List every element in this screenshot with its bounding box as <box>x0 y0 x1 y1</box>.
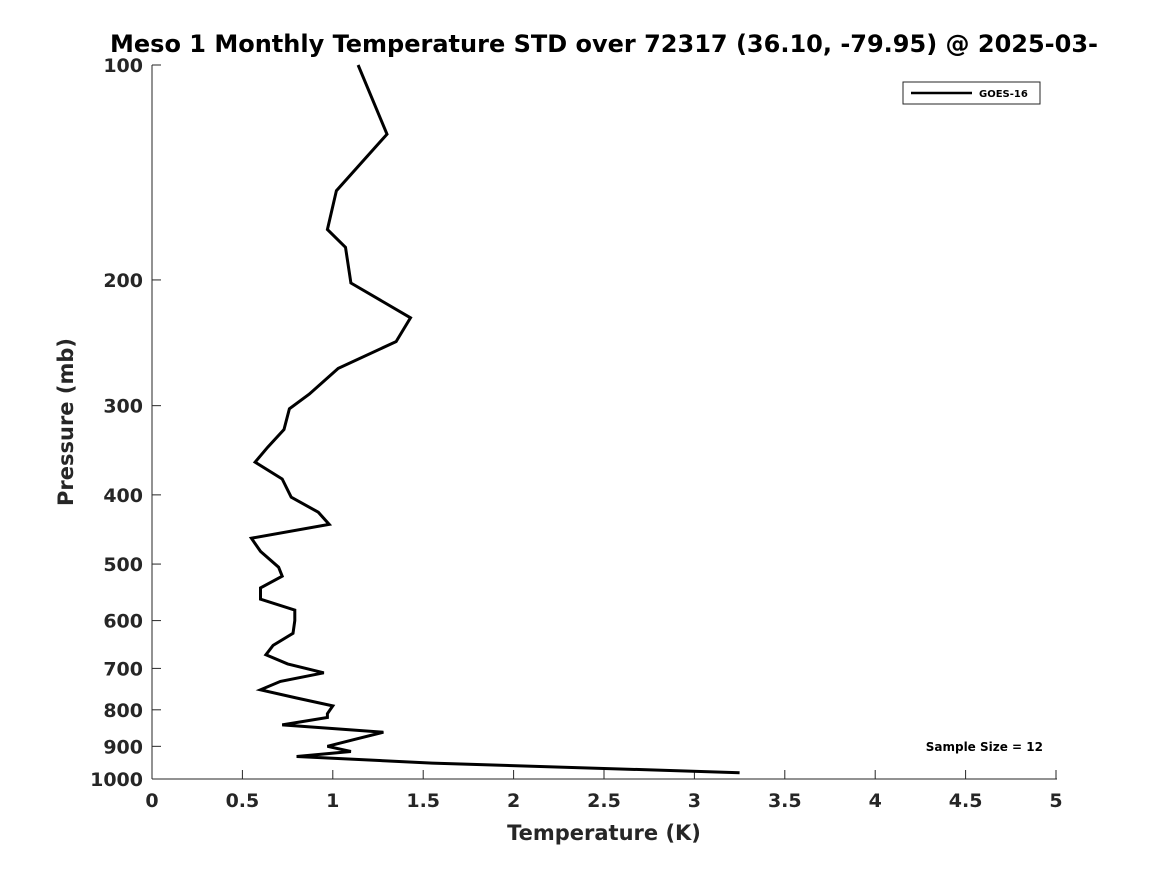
chart-title: Meso 1 Monthly Temperature STD over 7231… <box>110 30 1098 58</box>
sample-size-annotation: Sample Size = 12 <box>926 740 1043 754</box>
y-tick-label: 500 <box>103 554 143 576</box>
x-tick-label: 0.5 <box>226 790 260 812</box>
x-axis-label: Temperature (K) <box>507 821 701 845</box>
x-tick-label: 2.5 <box>587 790 621 812</box>
legend-entry-goes-16: GOES-16 <box>979 89 1028 100</box>
x-tick-label: 0 <box>145 790 158 812</box>
x-tick-label: 4 <box>869 790 882 812</box>
series-line-goes-16 <box>248 64 740 775</box>
x-tick-label: 5 <box>1049 790 1062 812</box>
y-tick-label: 700 <box>103 658 143 680</box>
x-axis-ticks: 0 0.5 1 1.5 2 2.5 3 3.5 4 4.5 5 <box>145 770 1063 812</box>
y-tick-label: 600 <box>103 611 143 633</box>
y-tick-label: 1000 <box>90 769 143 791</box>
x-tick-label: 3 <box>688 790 701 812</box>
y-tick-label: 800 <box>103 700 143 722</box>
y-tick-label: 100 <box>103 55 143 77</box>
y-axis-label: Pressure (mb) <box>54 338 78 506</box>
x-tick-label: 1 <box>326 790 339 812</box>
x-tick-label: 2 <box>507 790 520 812</box>
x-tick-label: 1.5 <box>406 790 440 812</box>
y-tick-label: 900 <box>103 736 143 758</box>
legend: GOES-16 <box>902 81 1041 105</box>
x-tick-label: 3.5 <box>768 790 802 812</box>
y-tick-label: 400 <box>103 485 143 507</box>
y-axis-ticks: 100 200 300 400 500 600 700 800 900 1000 <box>90 55 161 791</box>
series-layer <box>248 64 740 775</box>
y-tick-label: 200 <box>103 270 143 292</box>
x-tick-label: 4.5 <box>949 790 983 812</box>
y-tick-label: 300 <box>103 396 143 418</box>
